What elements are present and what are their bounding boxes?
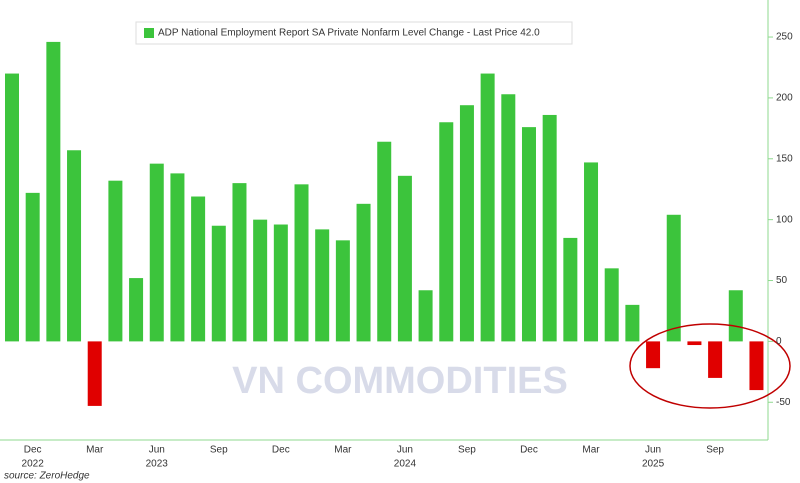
bar bbox=[356, 203, 371, 342]
x-tick-label: Dec bbox=[272, 445, 290, 456]
bar bbox=[728, 290, 743, 342]
source: source: ZeroHedge bbox=[4, 471, 90, 482]
x-year-label: 2022 bbox=[22, 459, 45, 470]
bar bbox=[253, 219, 268, 342]
bar bbox=[294, 184, 309, 342]
y-tick-label: 100 bbox=[776, 214, 793, 225]
x-tick-label: Jun bbox=[397, 445, 413, 456]
bar bbox=[108, 180, 123, 342]
y-tick-label: -50 bbox=[776, 397, 791, 408]
bar bbox=[4, 73, 19, 342]
legend-box bbox=[135, 21, 573, 45]
bar bbox=[604, 268, 619, 342]
x-tick-label: Jun bbox=[149, 445, 165, 456]
x-tick-label: Jun bbox=[645, 445, 661, 456]
x-tick-label: Mar bbox=[582, 445, 600, 456]
bar bbox=[749, 341, 764, 391]
bar bbox=[67, 150, 82, 342]
y-tick-label: 150 bbox=[776, 153, 793, 164]
x-tick-label: Sep bbox=[210, 445, 228, 456]
bar bbox=[87, 341, 102, 406]
bar bbox=[46, 41, 61, 342]
y-tick-label: 200 bbox=[776, 93, 793, 104]
bar bbox=[25, 192, 40, 342]
x-tick-label: Dec bbox=[520, 445, 538, 456]
bar bbox=[584, 162, 599, 342]
bar bbox=[459, 105, 474, 342]
x-year-label: 2023 bbox=[146, 459, 169, 470]
bar bbox=[625, 304, 640, 342]
bar bbox=[501, 94, 516, 342]
bar bbox=[563, 237, 578, 342]
bar bbox=[377, 141, 392, 342]
bar bbox=[129, 278, 144, 342]
legend-swatch bbox=[144, 28, 154, 38]
bar bbox=[542, 114, 557, 342]
bar bbox=[480, 73, 495, 342]
x-tick-label: Dec bbox=[24, 445, 42, 456]
x-year-label: 2025 bbox=[642, 459, 665, 470]
y-tick-label: 250 bbox=[776, 32, 793, 43]
x-year-label: 2024 bbox=[394, 459, 417, 470]
bar bbox=[418, 290, 433, 342]
bar bbox=[191, 196, 206, 342]
bar bbox=[335, 240, 350, 342]
legend-text: ADP National Employment Report SA Privat… bbox=[158, 28, 540, 39]
y-tick-label: 0 bbox=[776, 336, 782, 347]
bar bbox=[397, 175, 412, 342]
bar bbox=[315, 229, 330, 342]
x-tick-label: Sep bbox=[458, 445, 476, 456]
bar bbox=[211, 225, 226, 342]
watermark: VN COMMODITIES bbox=[232, 360, 568, 402]
y-tick-label: 50 bbox=[776, 275, 788, 286]
highlight-ellipse bbox=[629, 323, 791, 409]
bar bbox=[708, 341, 723, 378]
bar bbox=[232, 183, 247, 342]
bar bbox=[170, 173, 185, 342]
bar bbox=[439, 122, 454, 342]
x-tick-label: Mar bbox=[334, 445, 352, 456]
bar bbox=[149, 163, 164, 342]
bar bbox=[521, 127, 536, 342]
x-tick-label: Mar bbox=[86, 445, 104, 456]
bar bbox=[646, 341, 661, 369]
bar bbox=[666, 214, 681, 342]
x-tick-label: Sep bbox=[706, 445, 724, 456]
bar bbox=[687, 341, 702, 346]
bar bbox=[273, 224, 288, 342]
